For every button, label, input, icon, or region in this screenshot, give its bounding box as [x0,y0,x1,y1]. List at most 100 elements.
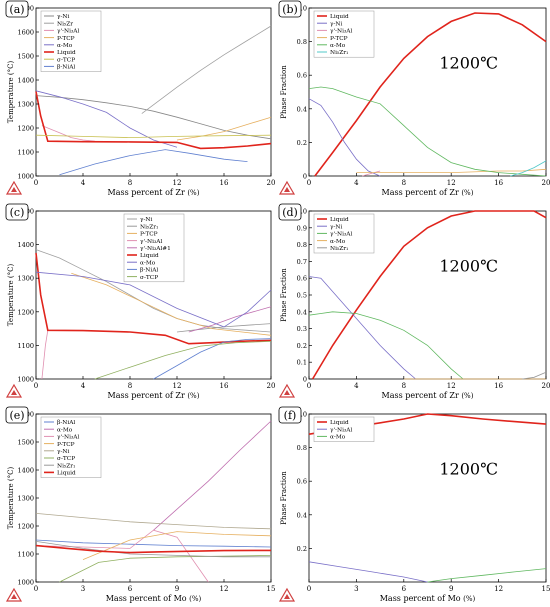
x-tick-label: 6 [402,585,407,593]
series-line-0 [314,12,547,177]
panel-label-box [5,0,29,18]
y-tick-label: 1100 [17,149,34,157]
legend-entry: β-NiAl [140,268,158,274]
temperature-annotation: 1200℃ [439,256,498,275]
series-line-6 [35,271,272,328]
series-line-3 [41,330,49,380]
y-axis-label: Temperature (°C) [7,61,15,124]
legend-entry: γ'-Ni₃Al [330,232,352,238]
y-tick-label: 0.7 [297,258,307,266]
series-line-1 [308,276,416,380]
x-tick-label: 8 [402,382,406,390]
x-tick-label: 4 [81,179,86,187]
legend-entry: P-TCP [140,232,158,238]
x-tick-label: 16 [494,179,503,187]
legend-entry: σ-TCP [57,456,75,462]
y-tick-label: 0.1 [297,359,307,367]
x-tick-label: 9 [175,585,179,593]
y-tick-label: 0.6 [297,72,307,80]
y-tick-label: 0.3 [297,325,307,333]
chart-panel-4: 036912151000110012001300140015001600Mass… [5,406,275,603]
y-tick-label: 1300 [17,495,34,503]
series-line-4 [522,371,547,380]
series-line-7 [153,338,272,380]
y-tick-label: 1100 [17,342,34,350]
legend-entry: α-Mo [330,435,346,441]
x-tick-label: 0 [34,179,38,187]
legend-entry: Ni₅Zr₁ [57,463,75,469]
temperature-annotation: 1200℃ [439,53,498,72]
panel-label: (f) [284,409,297,422]
legend-entry: α-Mo [140,260,156,266]
x-tick-label: 12 [447,382,456,390]
y-tick-label: 1600 [17,29,34,37]
legend-entry: P-TCP [57,442,75,448]
y-tick-label: 0.9 [297,224,307,232]
x-tick-label: 0 [307,585,311,593]
x-tick-label: 9 [449,585,453,593]
panel-label-box [278,203,302,221]
x-tick-label: 12 [173,382,182,390]
y-tick-label: 0.6 [297,478,307,486]
x-tick-label: 4 [354,382,359,390]
legend-box [313,10,375,58]
legend-entry: Liquid [57,471,76,477]
panel-label-box [278,0,302,18]
x-tick-label: 12 [447,179,456,187]
x-tick-label: 8 [128,179,132,187]
y-tick-label: 1500 [17,53,34,61]
y-tick-label: 1.0 [297,5,307,13]
legend-entry: Liquid [57,50,76,56]
legend-entry: β-NiAl [57,65,75,71]
x-tick-label: 0 [34,382,38,390]
series-line-1 [308,98,381,177]
series-line-4 [308,86,547,177]
x-tick-label: 12 [220,585,229,593]
series-line-8 [94,341,272,380]
series-line-6 [35,541,271,558]
legend-entry: α-Mo [330,239,346,245]
x-axis-unit: (%) [461,189,473,197]
x-tick-label: 20 [267,179,275,187]
series-line-7 [35,544,272,554]
legend-entry: γ'-Ni₃Al [330,29,352,35]
legend-entry: Liquid [140,253,159,259]
legend-entry: γ-Ni [57,14,69,20]
y-tick-label: 1400 [17,467,34,475]
legend-entry: Ni₅Zr₁ [330,246,348,252]
x-tick-label: 16 [220,179,229,187]
x-tick-label: 15 [267,585,275,593]
series-line-1 [153,420,272,531]
plot-frame [308,413,547,583]
x-tick-label: 20 [267,382,275,390]
y-axis-label: Phase Fraction [280,65,288,119]
x-tick-label: 4 [354,179,359,187]
legend-entry: Ni₅Zr [57,21,73,27]
x-tick-label: 15 [542,585,550,593]
x-axis-label: Mass percent of Zr (%) [382,391,474,400]
series-line-2 [308,311,464,380]
legend-entry: γ'-Ni₃Al [140,239,162,245]
y-tick-label: 0.2 [297,139,307,147]
y-tick-label: 0 [303,376,307,384]
series-line-2 [71,272,272,336]
y-tick-label: 1000 [17,173,34,181]
y-tick-label: 1100 [17,551,34,559]
legend-entry: Liquid [330,14,349,20]
panel-label: (a) [9,3,24,16]
y-tick-label: 1000 [17,579,34,587]
legend-entry: α-Mo [57,43,73,49]
x-tick-label: 8 [128,382,132,390]
x-axis-unit: (%) [461,392,473,400]
x-axis-label: Mass percent of Zr (%) [108,391,200,400]
series-line-2 [427,568,547,583]
legend-entry: Liquid [330,217,349,223]
temperature-annotation: 1200℃ [439,459,498,478]
y-tick-label: 1400 [17,241,34,249]
y-axis-label: Temperature (°C) [7,467,15,530]
y-tick-label: 1500 [17,439,34,447]
x-tick-label: 0 [307,382,311,390]
y-tick-label: 0.8 [297,38,307,46]
panel-label-box [278,406,302,424]
legend-entry: β-NiAl [57,420,75,426]
